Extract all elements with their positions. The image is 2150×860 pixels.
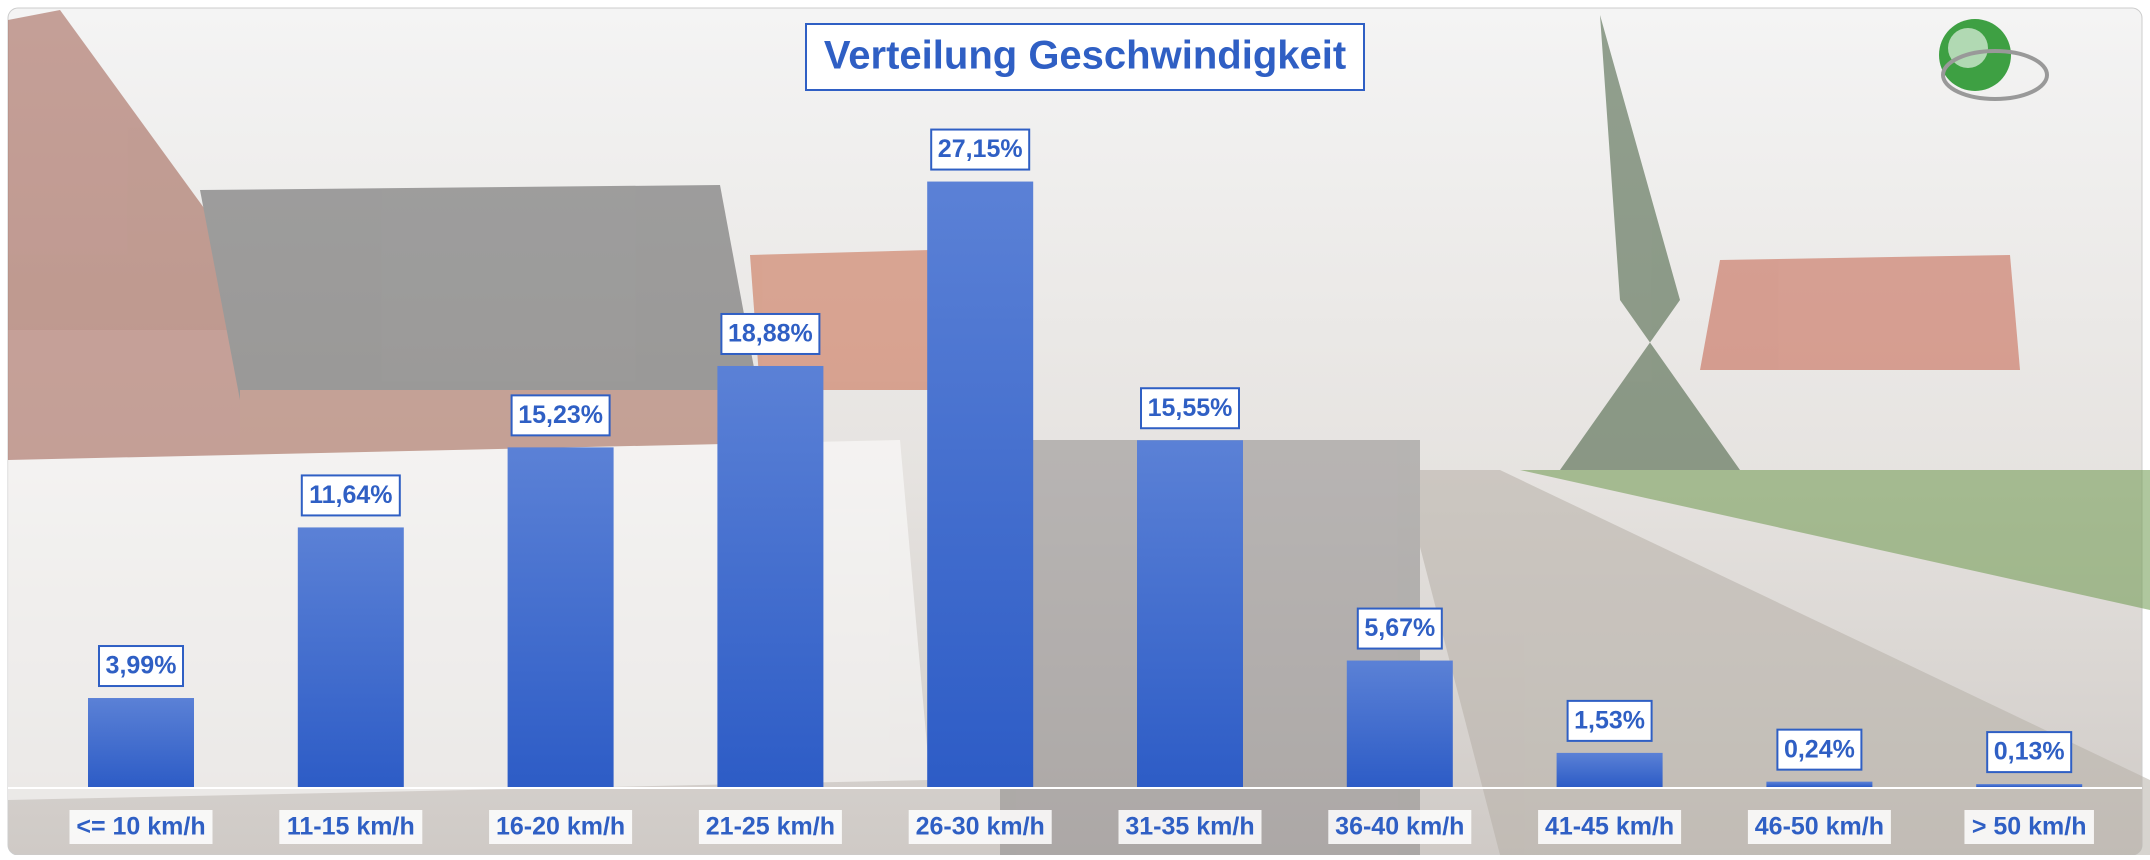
bar bbox=[1137, 440, 1243, 787]
bar bbox=[1347, 661, 1453, 787]
value-label: 15,23% bbox=[518, 401, 603, 429]
x-tick-label: 41-45 km/h bbox=[1545, 813, 1674, 841]
value-label: 1,53% bbox=[1574, 706, 1645, 734]
bar bbox=[717, 366, 823, 787]
value-label: 0,13% bbox=[1994, 738, 2065, 766]
value-label: 0,24% bbox=[1784, 735, 1855, 763]
bar bbox=[88, 698, 194, 787]
value-label: 3,99% bbox=[106, 652, 177, 680]
value-label: 11,64% bbox=[309, 481, 392, 509]
bar bbox=[508, 447, 614, 787]
value-label: 5,67% bbox=[1364, 614, 1435, 642]
x-tick-label: <= 10 km/h bbox=[76, 813, 205, 841]
x-tick-label: 11-15 km/h bbox=[287, 813, 415, 841]
bar bbox=[298, 527, 404, 787]
x-tick-label: 31-35 km/h bbox=[1125, 813, 1254, 841]
x-tick-label: 46-50 km/h bbox=[1755, 813, 1884, 841]
bar bbox=[927, 182, 1033, 787]
x-tick-label: > 50 km/h bbox=[1972, 813, 2087, 841]
value-label: 18,88% bbox=[728, 320, 813, 348]
x-tick-label: 16-20 km/h bbox=[496, 813, 625, 841]
bar bbox=[1557, 753, 1663, 787]
bar bbox=[1766, 782, 1872, 787]
page: Verteilung Geschwindigkeit 3,99% <= 10 km… bbox=[0, 0, 2150, 855]
value-label: 15,55% bbox=[1148, 394, 1233, 422]
x-tick-label: 36-40 km/h bbox=[1335, 813, 1464, 841]
value-label: 27,15% bbox=[938, 135, 1023, 163]
chart-title: Verteilung Geschwindigkeit bbox=[824, 34, 1346, 78]
x-tick-label: 26-30 km/h bbox=[916, 813, 1045, 841]
bar bbox=[1976, 784, 2082, 787]
x-tick-label: 21-25 km/h bbox=[706, 813, 835, 841]
chart: Verteilung Geschwindigkeit 3,99% <= 10 km… bbox=[0, 0, 2150, 855]
